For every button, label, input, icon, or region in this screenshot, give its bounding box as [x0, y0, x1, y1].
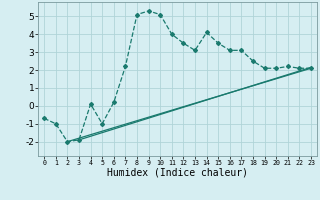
X-axis label: Humidex (Indice chaleur): Humidex (Indice chaleur) [107, 168, 248, 178]
